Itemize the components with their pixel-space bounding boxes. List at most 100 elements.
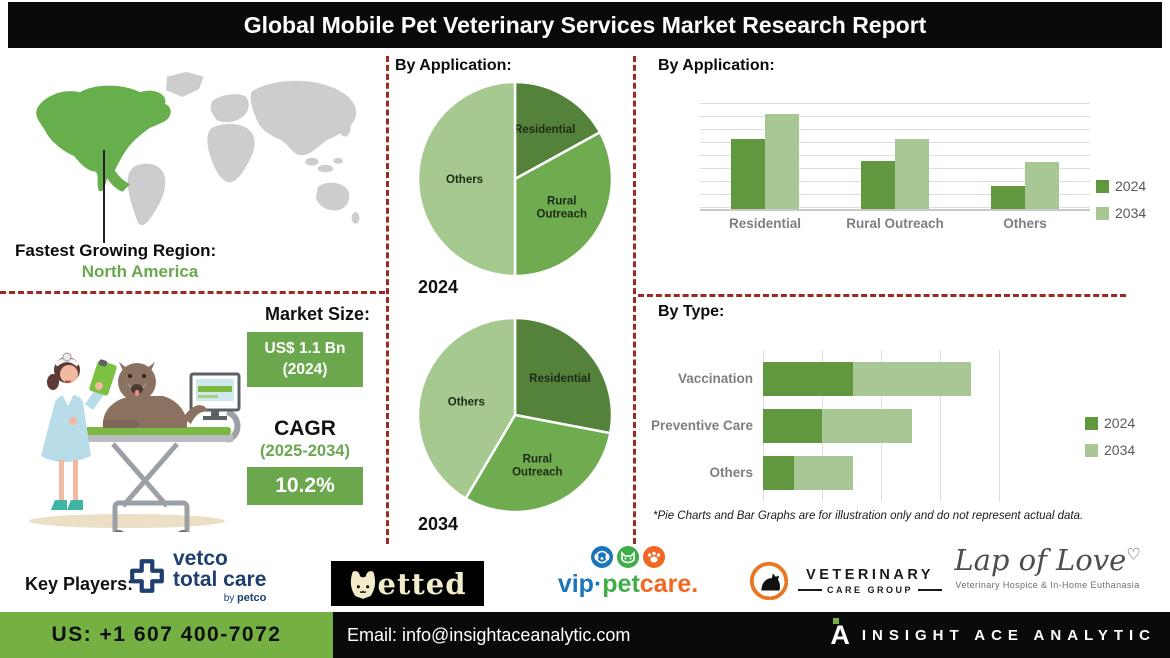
market-size-label: Market Size: [264, 304, 370, 324]
dog [102, 362, 208, 428]
dog-face-icon [591, 546, 613, 568]
legend-swatch-icon [1085, 443, 1098, 457]
legend-label: 2024 [1104, 415, 1136, 431]
hbar-category-label: Vaccination [677, 371, 753, 386]
insight-ace-brand: A INSIGHT ACE ANALYTIC [830, 612, 1156, 658]
hbar-segment-2024 [763, 409, 822, 443]
pie-section-title: By Application: [395, 57, 512, 74]
logo-vetco-total-care: vetco total care by petco [128, 548, 266, 604]
hbar-segment-2024 [763, 456, 794, 490]
world-map-continents [127, 71, 360, 226]
heart-icon: ♡ [1126, 544, 1141, 564]
page-title: Global Mobile Pet Veterinary Services Ma… [243, 12, 927, 38]
paw-icon [643, 546, 665, 568]
bar-2034 [895, 139, 929, 209]
bar-2034 [764, 113, 799, 209]
pie-slice [513, 316, 614, 435]
legend-item: 2024 [1085, 415, 1135, 431]
market-size-value: US$ 1.1 Bn [264, 339, 346, 357]
bar-category-label: Others [1003, 216, 1047, 231]
legend-label: 2024 [1115, 178, 1147, 194]
exam-table [83, 409, 241, 532]
vcg-wordmark-line2: CARE GROUP [798, 585, 942, 595]
dog-circle-icon [749, 561, 789, 601]
market-size-year: (2024) [282, 360, 328, 378]
pie-slice-label: Rural Outreach [537, 196, 588, 221]
cat-face-icon [617, 546, 639, 568]
hbar-category-label: Others [709, 465, 753, 480]
market-size-box: US$ 1.1 Bn (2024) [247, 332, 363, 387]
bar-2024 [861, 161, 895, 209]
key-players-label: Key Players: [25, 574, 134, 594]
hbar-row: Preventive Care [648, 409, 1000, 443]
hbar-track [763, 362, 999, 396]
application-bar-categories: Residential Rural Outreach Others [700, 216, 1090, 236]
logo-veterinary-care-group: VETERINARY CARE GROUP [748, 560, 942, 602]
bar-2024 [991, 185, 1025, 209]
vip-petcare-wordmark: vip·petcare. [557, 570, 699, 598]
legend-item: 2034 [1085, 442, 1135, 458]
hbar-track [763, 456, 999, 490]
legend-item: 2024 [1096, 178, 1146, 194]
footer-phone: US: +1 607 400-7072 [0, 612, 333, 658]
pie-slice-label: Rural Outreach [512, 454, 563, 479]
pie-slice [513, 130, 614, 278]
pie-slice [416, 80, 517, 278]
disclaimer-footnote: *Pie Charts and Bar Graphs are for illus… [653, 510, 1084, 522]
bar-group [861, 103, 929, 209]
bar-section-title: By Application: [658, 57, 775, 74]
divider-horizontal-right [638, 294, 1126, 297]
veterinarian [41, 352, 117, 510]
pie-slice-label: Residential [514, 124, 575, 136]
bar-group [991, 103, 1059, 209]
vet-with-dog-illustration [29, 352, 241, 532]
pie-slice [513, 80, 602, 182]
hbar-category-label: Preventive Care [650, 418, 753, 433]
legend-swatch-icon [1096, 206, 1109, 220]
legend-item: 2034 [1096, 205, 1146, 221]
logo-vetted: etted [331, 561, 484, 606]
footer-email: Email: info@insightaceanalytic.com [347, 624, 631, 645]
logo-vip-petcare: vip·petcare. [548, 546, 708, 599]
divider-vertical-left [386, 56, 389, 544]
green-dot-icon [833, 618, 840, 624]
pie-chart-2034: Residential Rural Outreach Others [416, 316, 614, 514]
legend-label: 2034 [1115, 205, 1147, 221]
logo-lap-of-love: Lap of Love♡ Veterinary Hospice & In-Hom… [945, 544, 1150, 590]
fastest-region-value: North America [81, 262, 199, 281]
cagr-value-box: 10.2% [247, 467, 363, 505]
world-map [36, 71, 360, 226]
legend-swatch-icon [1096, 179, 1109, 193]
application-bar-chart [700, 103, 1090, 211]
hbar-segment-2034 [822, 409, 912, 443]
hbar-segment-2034 [793, 456, 853, 490]
pie-slice-label: Residential [529, 373, 590, 385]
type-bar-chart: Vaccination Preventive Care Others [648, 350, 1000, 502]
bar-2034 [1025, 162, 1059, 209]
page-title-banner: Global Mobile Pet Veterinary Services Ma… [8, 2, 1162, 48]
cross-icon [130, 559, 164, 593]
application-bar-legend: 2024 2034 [1096, 178, 1146, 221]
pie-slice [416, 316, 517, 501]
legend-label: 2034 [1104, 442, 1136, 458]
pie-year-2024: 2024 [418, 277, 459, 297]
bar-category-label: Rural Outreach [846, 216, 944, 231]
type-bar-legend: 2024 2034 [1085, 415, 1135, 458]
bar-category-label: Residential [728, 216, 801, 231]
bunny-v-icon [350, 570, 375, 599]
vetco-wordmark-line2: total care [173, 568, 267, 592]
lap-of-love-tagline: Veterinary Hospice & In-Home Euthanasia [955, 579, 1140, 590]
pie-chart-2024: Residential Rural Outreach Others [416, 80, 614, 278]
map-callout-line [103, 150, 105, 243]
type-section-title: By Type: [658, 303, 725, 320]
pie-slice-label: Others [448, 397, 485, 409]
cagr-label: CAGR [274, 417, 336, 440]
pie-slice-label: Others [446, 174, 483, 186]
bar-2024 [730, 139, 765, 209]
hbar-track [763, 409, 999, 443]
region-north-america-highlight [36, 85, 171, 192]
fastest-region-label: Fastest Growing Region: [15, 241, 217, 260]
insight-ace-brand-name: INSIGHT ACE ANALYTIC [861, 626, 1156, 644]
hbar-segment-2024 [763, 362, 853, 396]
